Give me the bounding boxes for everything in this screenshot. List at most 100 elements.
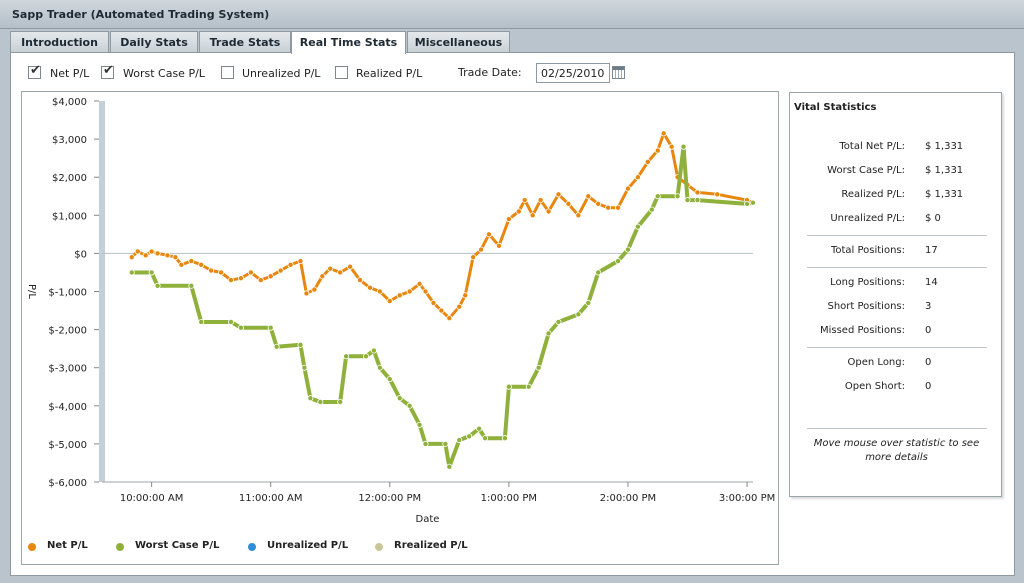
stat-label: Worst Case P/L:: [827, 165, 905, 176]
data-point: [634, 174, 641, 181]
stat-value: 17: [925, 245, 938, 256]
data-point: [615, 204, 622, 211]
net-pl-checkbox-label: Net P/L: [50, 67, 90, 80]
data-point: [164, 252, 171, 259]
data-point: [615, 258, 622, 265]
data-point: [585, 193, 592, 200]
tab-daily-stats[interactable]: Daily Stats: [110, 31, 198, 52]
data-point: [357, 277, 364, 284]
y-axis-label: P/L: [26, 284, 37, 299]
data-point: [422, 440, 429, 447]
data-point: [237, 324, 244, 331]
data-point: [208, 267, 215, 274]
tab-trade-stats[interactable]: Trade Stats: [199, 31, 291, 52]
y-tick-label: $-4,000: [48, 402, 87, 413]
data-point: [585, 299, 592, 306]
tab-real-time-stats[interactable]: Real Time Stats: [291, 31, 406, 54]
data-point: [529, 212, 536, 219]
data-point: [430, 299, 437, 306]
unrealized-pl-checkbox[interactable]: [221, 66, 234, 79]
data-point: [501, 435, 508, 442]
data-point: [198, 318, 205, 325]
divider: [807, 235, 987, 236]
stat-long-positions[interactable]: Long Positions: 14: [790, 277, 1003, 291]
y-tick-label: $3,000: [52, 135, 87, 146]
vital-statistics-title: Vital Statistics: [794, 102, 877, 113]
worst-case-pl-checkbox[interactable]: ✔: [101, 63, 114, 79]
realized-pl-checkbox[interactable]: [335, 66, 348, 79]
stat-value: $ 1,331: [925, 141, 964, 152]
data-point: [462, 292, 469, 299]
data-point: [311, 286, 318, 293]
data-point: [466, 433, 473, 440]
data-point: [396, 395, 403, 402]
worst-case-pl-checkbox-label: Worst Case P/L: [123, 67, 205, 80]
stat-worst-case-pl[interactable]: Worst Case P/L: $ 1,331: [790, 165, 1003, 179]
tab-introduction[interactable]: Introduction: [10, 31, 109, 52]
stat-total-net-pl[interactable]: Total Net P/L: $ 1,331: [790, 141, 1003, 155]
stat-realized-pl[interactable]: Realized P/L: $ 1,331: [790, 189, 1003, 203]
data-point: [277, 267, 284, 274]
data-point: [422, 288, 429, 295]
stat-unrealized-pl[interactable]: Unrealized P/L: $ 0: [790, 213, 1003, 227]
data-point: [178, 261, 185, 268]
stat-short-positions[interactable]: Short Positions: 3: [790, 301, 1003, 315]
data-point: [555, 191, 562, 198]
vital-statistics-hint: Move mouse over statistic to see more de…: [813, 438, 980, 463]
data-point: [406, 402, 413, 409]
stat-label: Open Short:: [844, 381, 905, 392]
data-point: [575, 212, 582, 219]
legend-worst-case-label: Worst Case P/L: [135, 540, 220, 551]
data-point: [605, 204, 612, 211]
data-point: [396, 292, 403, 299]
trade-date-label: Trade Date:: [458, 66, 522, 79]
data-point: [486, 231, 493, 238]
data-point: [495, 242, 502, 249]
data-point: [555, 318, 562, 325]
stat-label: Unrealized P/L:: [830, 213, 905, 224]
data-point: [327, 265, 334, 272]
data-point: [148, 269, 155, 276]
net-pl-checkbox[interactable]: ✔: [28, 63, 41, 79]
y-tick-label: $-3,000: [48, 364, 87, 375]
data-point: [535, 364, 542, 371]
x-tick-label: 3:00:00 PM: [719, 493, 775, 504]
data-point: [257, 277, 264, 284]
data-point: [386, 298, 393, 305]
stat-label: Total Positions:: [830, 245, 905, 256]
y-tick-label: $-1,000: [48, 288, 87, 299]
y-tick-label: $-5,000: [48, 440, 87, 451]
y-axis-band: [99, 101, 105, 482]
stat-value: $ 1,331: [925, 189, 964, 200]
stat-value: 0: [925, 381, 932, 392]
data-point: [565, 200, 572, 207]
data-point: [297, 258, 304, 265]
data-point: [654, 147, 661, 154]
stat-missed-positions[interactable]: Missed Positions: 0: [790, 325, 1003, 339]
trade-date-input[interactable]: 02/25/2010: [536, 63, 610, 83]
stat-open-short[interactable]: Open Short: 0: [790, 381, 1003, 395]
stat-open-long[interactable]: Open Long: 0: [790, 357, 1003, 371]
tab-miscellaneous[interactable]: Miscellaneous: [407, 31, 510, 52]
stat-value: 14: [925, 277, 938, 288]
calendar-icon[interactable]: [612, 66, 625, 79]
data-point: [386, 376, 393, 383]
data-point: [634, 223, 641, 230]
series-line-net-pl: [130, 131, 754, 320]
data-point: [595, 200, 602, 207]
data-point: [128, 254, 135, 261]
data-point: [482, 435, 489, 442]
stat-label: Short Positions:: [827, 301, 905, 312]
data-point: [142, 252, 149, 259]
data-point: [545, 208, 552, 215]
y-tick-label: $-2,000: [48, 326, 87, 337]
data-point: [416, 421, 423, 428]
data-point: [750, 199, 757, 206]
legend-net-pl-label: Net P/L: [47, 540, 88, 551]
divider: [807, 267, 987, 268]
divider: [807, 428, 987, 429]
stat-total-positions[interactable]: Total Positions: 17: [790, 245, 1003, 259]
data-point: [515, 208, 522, 215]
data-point: [337, 269, 344, 276]
data-point: [297, 341, 304, 348]
